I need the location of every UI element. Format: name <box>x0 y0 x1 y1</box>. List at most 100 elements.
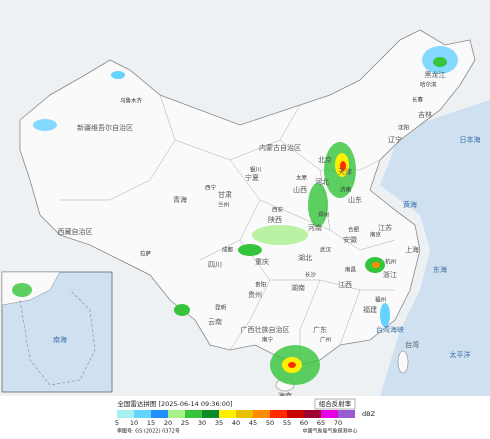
legend-level-label: 25 <box>181 419 189 427</box>
radar-echo <box>174 304 190 316</box>
city-label: 贵阳 <box>255 281 266 289</box>
south-sea-inset <box>1 271 113 393</box>
legend-level-label: 70 <box>334 419 342 427</box>
legend-level-label: 35 <box>215 419 223 427</box>
legend-product: 组合反射率 <box>319 399 352 408</box>
legend-level-label: 20 <box>164 419 172 427</box>
city-label: 成都 <box>222 246 234 254</box>
nine-dash-line <box>19 289 96 386</box>
region-label: 贵州 <box>248 290 262 299</box>
sea-labels: 日本海 黄海 东海 太平洋 南海 台湾海峡 <box>53 135 481 359</box>
city-label: 长沙 <box>305 271 317 279</box>
region-label: 山东 <box>348 195 362 204</box>
city-label: 西宁 <box>205 184 217 192</box>
china-outline <box>19 29 476 366</box>
region-label: 广东 <box>313 325 327 334</box>
radar-echo <box>308 183 328 227</box>
radar-echo <box>252 225 308 245</box>
region-label: 北京 <box>318 155 332 164</box>
legend-swatch <box>117 410 134 418</box>
legend-level-label: 65 <box>317 419 325 427</box>
legend-swatch <box>304 410 321 418</box>
legend-swatch <box>168 410 185 418</box>
region-label: 青海 <box>173 195 187 204</box>
legend-swatch <box>236 410 253 418</box>
city-label: 拉萨 <box>140 250 152 258</box>
legend-swatch <box>185 410 202 418</box>
city-label: 兰州 <box>218 201 229 209</box>
region-label: 山西 <box>293 185 307 194</box>
legend-level-label: 60 <box>300 419 308 427</box>
legend-swatch <box>219 410 236 418</box>
region-label: 宁夏 <box>245 173 259 182</box>
city-label: 南宁 <box>262 336 274 344</box>
region-label: 甘肃 <box>218 190 232 199</box>
sea-label: 东海 <box>433 265 447 274</box>
region-label: 重庆 <box>255 257 269 266</box>
region-label: 黑龙江 <box>425 70 446 79</box>
legend-title: 全国雷达拼图 [2025-06-14 09:36:00] <box>117 399 232 408</box>
legend-swatch <box>321 410 338 418</box>
region-label: 湖南 <box>291 283 305 292</box>
city-label: 银川 <box>250 166 261 174</box>
legend-unit: dBZ <box>362 410 376 418</box>
region-label: 四川 <box>208 261 222 269</box>
region-label: 河北 <box>315 178 329 186</box>
radar-echo <box>380 303 390 327</box>
region-label: 云南 <box>208 317 222 326</box>
legend-level-label: 30 <box>198 419 206 427</box>
region-label: 天津 <box>338 168 352 176</box>
legend-level-label: 15 <box>147 419 155 427</box>
legend-swatch <box>134 410 151 418</box>
city-label: 杭州 <box>385 258 396 266</box>
region-label: 内蒙古自治区 <box>259 143 301 152</box>
legend-swatch <box>151 410 168 418</box>
region-label: 江苏 <box>378 223 392 232</box>
legend-swatch <box>287 410 304 418</box>
city-label: 长春 <box>412 96 424 104</box>
radar-echo <box>33 119 57 131</box>
region-label: 海南 <box>278 391 292 400</box>
city-label: 西安 <box>272 206 284 214</box>
city-labels: 乌鲁木齐 拉萨 西宁 兰州 银川 成都 昆明 南宁 广州 长沙 武汉 郑州 济南… <box>120 81 437 344</box>
legend-swatch <box>202 410 219 418</box>
radar-echo <box>372 262 380 268</box>
legend-level-label: 5 <box>115 419 119 427</box>
region-label: 安徽 <box>343 235 357 244</box>
product-box <box>314 398 356 410</box>
radar-echo <box>288 362 296 368</box>
sea-label: 南海 <box>53 335 67 344</box>
city-label: 广州 <box>320 336 331 344</box>
region-label: 上海 <box>405 245 419 254</box>
agency: 中国气象局气象探测中心 <box>302 428 357 435</box>
city-label: 武汉 <box>320 246 332 254</box>
region-label: 福建 <box>363 305 377 314</box>
sea-label: 日本海 <box>460 135 481 144</box>
region-label: 浙江 <box>383 270 397 279</box>
city-label: 南京 <box>370 231 382 239</box>
legend-level-label: 40 <box>232 419 240 427</box>
region-label: 江西 <box>338 281 352 289</box>
sea-label: 黄海 <box>403 200 417 209</box>
radar-echoes <box>33 46 458 385</box>
legend-swatch <box>338 410 355 418</box>
city-label: 乌鲁木齐 <box>120 97 143 105</box>
legend-swatch <box>253 410 270 418</box>
region-label: 湖北 <box>298 253 312 262</box>
city-label: 济南 <box>340 186 352 194</box>
approval-number: 审图号: GS (2022) 0372号 <box>117 428 180 435</box>
city-label: 南昌 <box>345 266 356 274</box>
city-label: 哈尔滨 <box>420 81 437 89</box>
region-label: 河南 <box>308 223 322 232</box>
radar-echo <box>238 244 262 256</box>
region-label: 吉林 <box>418 110 432 119</box>
region-label: 新疆维吾尔自治区 <box>77 123 133 132</box>
legend-level-label: 55 <box>283 419 291 427</box>
city-label: 福州 <box>375 296 386 304</box>
radar-echo <box>433 57 447 67</box>
city-label: 太原 <box>296 174 308 182</box>
legend: 全国雷达拼图 [2025-06-14 09:36:00] 组合反射率 dBZ 审… <box>0 396 490 439</box>
taiwan <box>397 350 409 374</box>
radar-echo <box>340 161 346 171</box>
